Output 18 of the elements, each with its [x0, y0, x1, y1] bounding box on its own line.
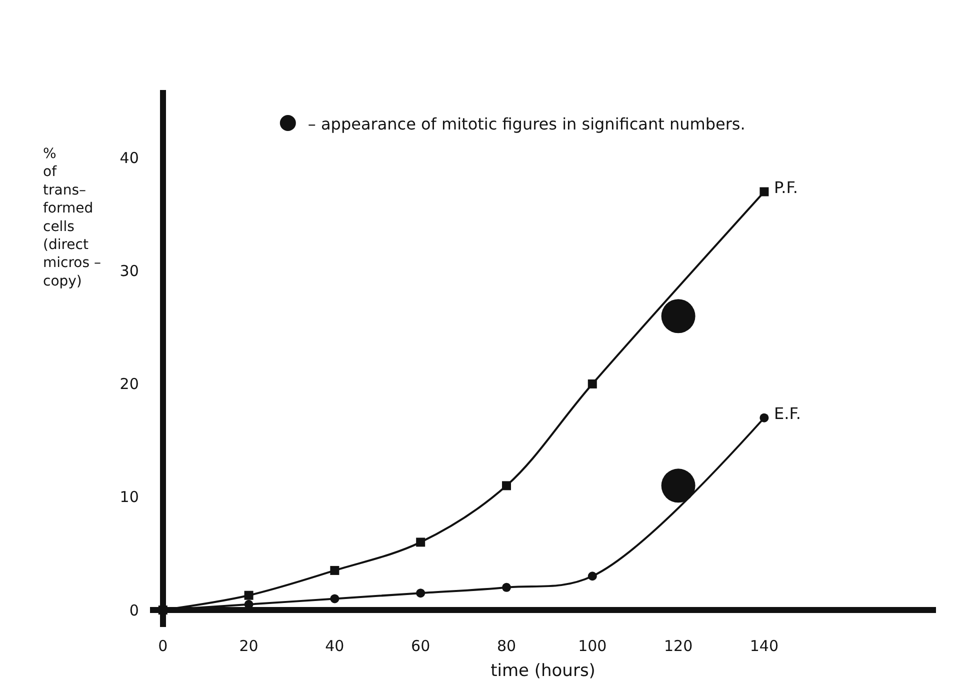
x-tick-label: 100 [578, 637, 607, 656]
x-axis-title: time (hours) [490, 661, 596, 682]
series-label: P.F. [774, 178, 798, 197]
x-tick-label: 60 [411, 637, 430, 656]
y-tick-label: 10 [120, 488, 139, 506]
x-tick-label: 80 [496, 637, 516, 656]
y-tick-label: 30 [120, 262, 139, 280]
series-label: E.F. [774, 404, 801, 423]
y-tick-label: 0 [129, 601, 139, 620]
y-tick-label: 20 [120, 375, 139, 394]
x-tick-label: 120 [664, 637, 693, 656]
y-axis-title: % of trans– formed cells (direct micros – copy) [43, 146, 101, 290]
legend-label: – appearance of mitotic figures in significant numbers. [308, 114, 746, 134]
y-tick-label: 40 [120, 149, 139, 168]
x-tick-label: 0 [158, 637, 168, 656]
x-tick-label: 20 [239, 637, 258, 656]
x-tick-label: 40 [325, 637, 344, 656]
x-tick-label: 140 [750, 637, 779, 656]
